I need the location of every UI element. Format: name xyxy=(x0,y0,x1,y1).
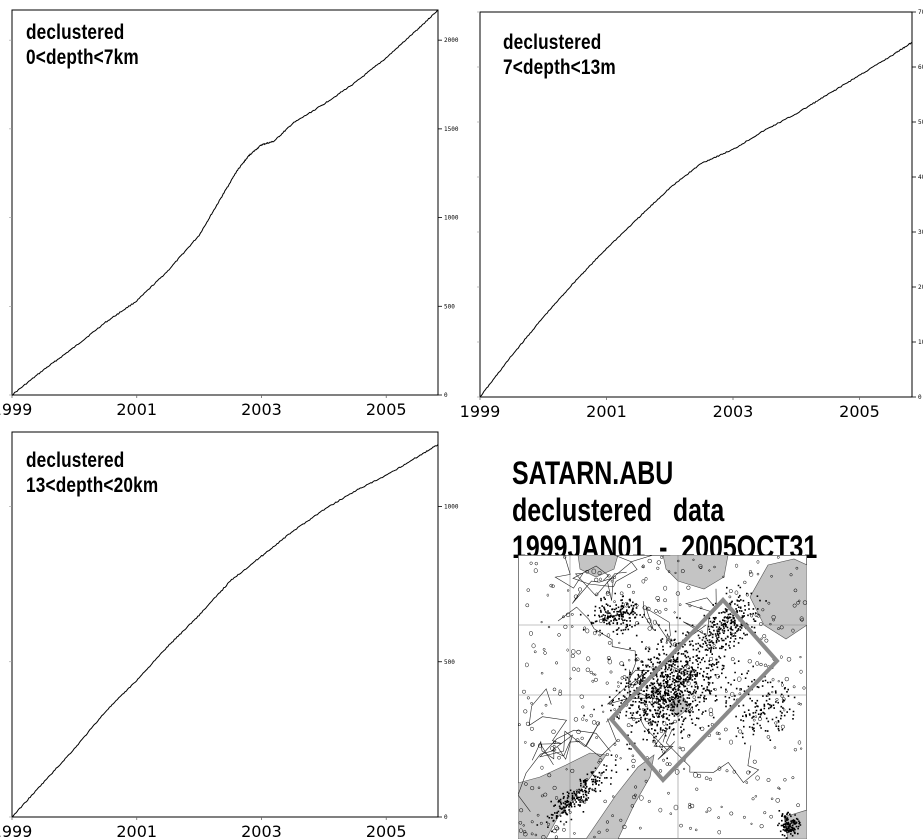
x-tick-label: 2003 xyxy=(241,822,282,839)
y-tick-label: 1500 xyxy=(444,126,459,133)
x-tick-label: 2001 xyxy=(116,822,157,839)
x-tick-label: 1999 xyxy=(460,402,501,421)
chart-panel-1: 0 500 1000 1500 2000 1999 2001 2003 2005 declust… xyxy=(0,0,470,420)
y-tick-label: 5000 xyxy=(918,119,923,126)
x-tick-label: 2001 xyxy=(116,400,157,419)
chart-2-label: declustered 7<depth<13m xyxy=(503,30,616,80)
y-tick-label: 2000 xyxy=(918,284,923,291)
map-epicenters xyxy=(518,555,807,839)
map-river-line xyxy=(518,740,557,812)
cumulative-count-line xyxy=(11,9,439,396)
y-tick-label: 1000 xyxy=(918,339,923,346)
map-river-line xyxy=(528,688,568,766)
depth-7-13-chart: 0 1000 2000 3000 4000 5000 6000 7000 1999 2001 200… xyxy=(460,9,923,421)
x-tick-label: 2001 xyxy=(586,402,627,421)
cumulative-count-line xyxy=(479,41,913,398)
map-river-line xyxy=(665,728,760,784)
plot-frame xyxy=(11,431,439,818)
x-tick-label: 1999 xyxy=(0,822,32,839)
x-tick-label: 2005 xyxy=(366,400,407,419)
y-tick-label: 6000 xyxy=(918,64,923,71)
map-study-region-box xyxy=(608,597,780,783)
map-river-line xyxy=(572,555,638,588)
chart-1-label: declustered 0<depth<7km xyxy=(26,20,139,70)
plot-frame xyxy=(479,11,913,398)
y-tick-label: 500 xyxy=(444,659,455,666)
x-tick-label: 2003 xyxy=(713,402,754,421)
map-epicenter-cluster xyxy=(536,584,802,839)
depth-13-20-chart: 0 500 1000 1999 2001 2003 2005 xyxy=(0,431,459,839)
x-tick-label: 2005 xyxy=(839,402,880,421)
map-land-area xyxy=(749,558,807,640)
chart-1-label-line1: declustered xyxy=(26,21,125,44)
y-tick-label: 2000 xyxy=(444,37,459,44)
data-type-title: declustered data xyxy=(512,492,725,528)
y-tick-label: 3000 xyxy=(918,229,923,236)
x-tick-label: 2005 xyxy=(366,822,407,839)
y-tick-label: 1000 xyxy=(444,504,459,511)
catalog-name: SATARN.ABU xyxy=(512,455,674,491)
map-land xyxy=(518,555,807,839)
chart-3-label-line1: declustered xyxy=(26,449,125,472)
y-tick-label: 500 xyxy=(444,303,455,310)
depth-0-7-chart: 0 500 1000 1500 2000 1999 2001 2003 2005 xyxy=(0,9,459,419)
map-epicenter-scatter xyxy=(518,555,807,839)
y-tick-label: 7000 xyxy=(918,9,923,16)
map-river-line xyxy=(539,721,611,758)
y-tick-label: 0 xyxy=(444,392,448,399)
map-river-line xyxy=(632,661,698,688)
x-tick-label: 1999 xyxy=(0,400,32,419)
chart-panel-3: 0 500 1000 1999 2001 2003 2005 declustered 13<… xyxy=(0,430,470,839)
y-tick-label: 0 xyxy=(918,394,922,401)
chart-3-label-line2: 13<depth<20km xyxy=(26,474,159,497)
x-tick-label: 2003 xyxy=(241,400,282,419)
plot-frame xyxy=(11,9,439,396)
chart-2-label-line2: 7<depth<13m xyxy=(503,56,616,79)
map-land-area xyxy=(662,555,729,590)
y-tick-label: 0 xyxy=(444,814,448,821)
y-tick-label: 1000 xyxy=(444,215,459,222)
cumulative-count-line xyxy=(11,444,439,818)
map-river-line xyxy=(554,555,627,597)
chart-panel-2: 0 1000 2000 3000 4000 5000 6000 7000 1999 2001 200… xyxy=(460,0,923,421)
map-river-line xyxy=(572,555,671,604)
chart-3-label: declustered 13<depth<20km xyxy=(26,448,158,498)
map-river-line xyxy=(557,606,636,683)
chart-1-label-line2: 0<depth<7km xyxy=(26,46,139,69)
y-tick-label: 4000 xyxy=(918,174,923,181)
chart-2-label-line1: declustered xyxy=(503,31,602,54)
map-land-area xyxy=(518,752,607,839)
epicenter-map xyxy=(518,555,807,839)
map-river-line xyxy=(627,717,675,760)
